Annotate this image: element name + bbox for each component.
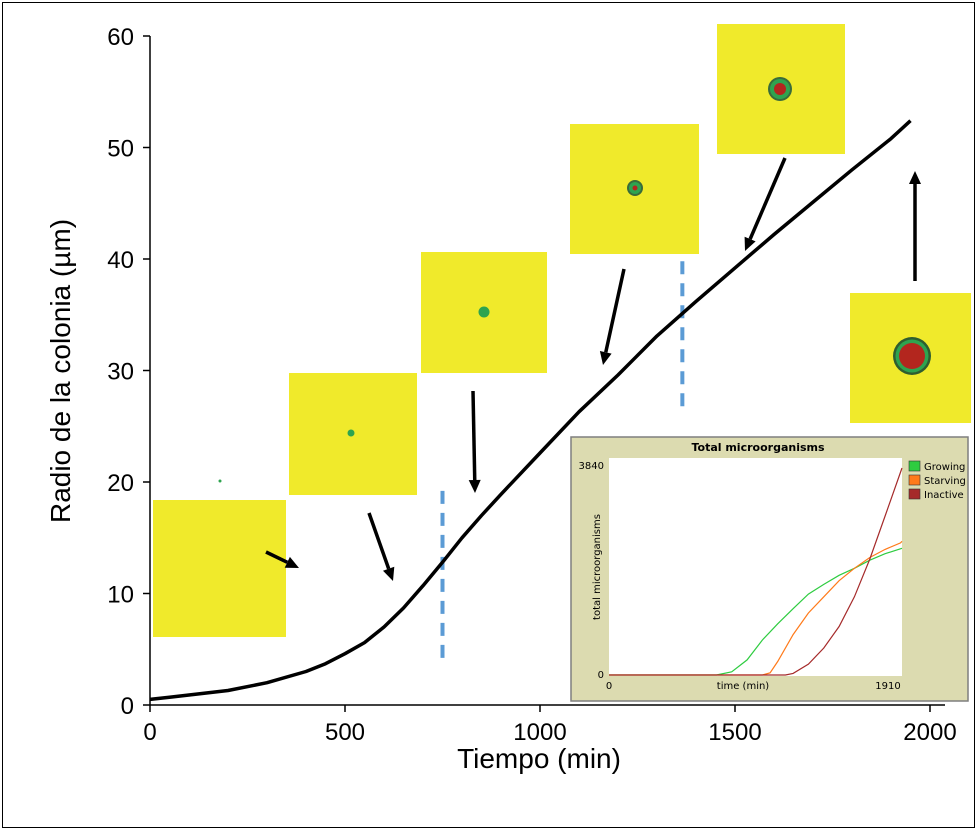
pointer-arrow-shaft (367, 512, 391, 570)
inset-chart: Total microorganisms total microorganism… (570, 436, 969, 702)
inset-title: Total microorganisms (691, 441, 825, 454)
x-tick-label: 500 (325, 719, 365, 746)
inset-legend-swatch (908, 460, 921, 472)
colony-dot (899, 343, 925, 369)
inset-y-tick-min: 0 (598, 670, 604, 681)
colony-dot (347, 429, 355, 437)
x-tick-label: 0 (143, 719, 156, 746)
inset-legend-label: Starving (924, 476, 966, 487)
inset-x-axis-title: time (min) (717, 681, 770, 692)
inset-plot-area (609, 458, 902, 676)
pointer-arrow-shaft (471, 390, 477, 481)
x-tick-label: 1500 (708, 719, 761, 746)
y-tick-label: 10 (107, 582, 134, 609)
colony-dot (774, 83, 786, 95)
inset-series-line-growing (609, 547, 903, 676)
pointer-arrow-shaft (748, 157, 787, 240)
inset-y-axis-title: total microorganisms (592, 514, 603, 620)
y-tick-label: 40 (107, 247, 134, 274)
pointer-arrow-head (383, 566, 395, 581)
pointer-arrow-head (744, 236, 756, 251)
inset-legend-label: Inactive (924, 490, 964, 501)
pointer-arrow-shaft (604, 268, 626, 353)
y-tick-label: 20 (107, 470, 134, 497)
y-tick-label: 60 (107, 24, 134, 51)
pointer-arrow-shaft (265, 550, 289, 564)
x-axis-title: Tiempo (min) (457, 743, 621, 774)
inset-series-line-inactive (609, 467, 903, 676)
radius-series-line (149, 119, 912, 702)
colony-dot (478, 306, 490, 318)
pointer-arrow-head (284, 556, 299, 568)
inset-y-tick-max: 3840 (579, 461, 604, 472)
pointer-arrow-head (599, 351, 612, 365)
colony-dot (632, 185, 638, 191)
y-tick-label: 0 (121, 693, 134, 720)
inset-x-tick-min: 0 (606, 681, 612, 692)
x-tick-label: 2000 (903, 719, 956, 746)
y-tick-label: 50 (107, 136, 134, 163)
inset-x-tick-max: 1910 (875, 681, 900, 692)
x-tick-label: 1000 (513, 719, 566, 746)
inset-legend-swatch (908, 488, 921, 500)
inset-legend-label: Growing (924, 462, 965, 473)
y-axis-title: Radio de la colonia (µm) (45, 219, 76, 523)
inset-legend-swatch (908, 474, 921, 486)
colony-snapshot (153, 500, 286, 637)
y-tick-label: 30 (107, 359, 134, 386)
inset-series-line-starving (609, 540, 903, 676)
colony-dot (218, 479, 222, 483)
pointer-arrow-head (909, 171, 921, 184)
pointer-arrow-head (468, 479, 481, 493)
colony-radius-chart: 0 10 20 30 40 50 60 0 500 1000 1500 2000 Tiempo (m… (45, 24, 971, 774)
